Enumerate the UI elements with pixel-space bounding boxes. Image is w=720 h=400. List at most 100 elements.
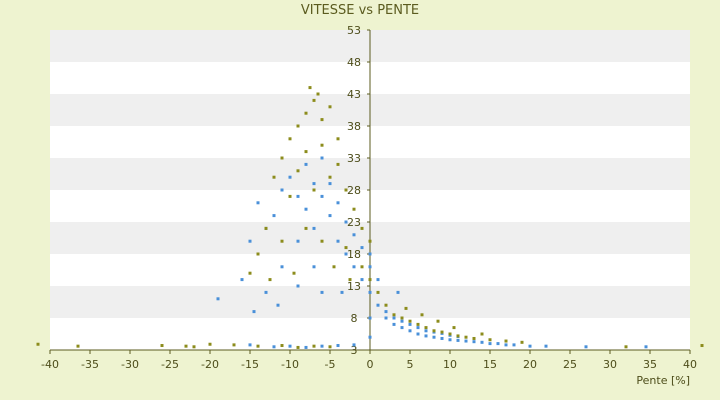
x-tick-label: 35: [643, 358, 657, 371]
data-points: [36, 86, 704, 349]
data-point: [336, 201, 340, 205]
data-point: [480, 340, 484, 344]
data-point: [352, 343, 356, 347]
data-point: [328, 182, 332, 186]
x-tick-label: -20: [201, 358, 219, 371]
y-tick-label: 23: [347, 216, 361, 229]
y-tick-label: 43: [347, 88, 361, 101]
data-point: [464, 339, 468, 343]
data-point: [320, 156, 324, 160]
data-point: [288, 344, 292, 348]
data-point: [296, 169, 300, 173]
data-point: [448, 332, 452, 336]
data-point: [308, 86, 312, 90]
data-point: [488, 342, 492, 346]
data-point: [340, 290, 344, 294]
data-point: [368, 265, 372, 269]
data-point: [36, 342, 40, 346]
data-point: [248, 271, 252, 275]
data-point: [312, 226, 316, 230]
data-point: [304, 345, 308, 349]
data-point: [288, 137, 292, 141]
data-point: [336, 162, 340, 166]
data-point: [264, 290, 268, 294]
data-point: [504, 343, 508, 347]
data-point: [184, 344, 188, 348]
y-tick-label: 53: [347, 24, 361, 37]
data-point: [496, 342, 500, 346]
data-point: [376, 303, 380, 307]
data-point: [320, 239, 324, 243]
data-point: [296, 239, 300, 243]
y-tick-label: 3: [351, 344, 358, 357]
data-point: [252, 310, 256, 314]
data-point: [368, 290, 372, 294]
data-point: [512, 343, 516, 347]
data-point: [624, 345, 628, 349]
data-point: [76, 344, 80, 348]
data-point: [312, 265, 316, 269]
data-point: [328, 214, 332, 218]
y-tick-label: 8: [351, 312, 358, 325]
data-point: [280, 344, 284, 348]
data-point: [392, 313, 396, 317]
data-point: [192, 345, 196, 349]
data-point: [328, 105, 332, 109]
x-tick-label: 25: [563, 358, 577, 371]
data-point: [256, 201, 260, 205]
data-point: [368, 278, 372, 282]
data-point: [368, 316, 372, 320]
data-point: [312, 182, 316, 186]
data-point: [360, 278, 364, 282]
data-point: [408, 329, 412, 333]
data-point: [344, 220, 348, 224]
data-point: [376, 290, 380, 294]
x-tick-label: 10: [443, 358, 457, 371]
data-point: [396, 290, 400, 294]
data-point: [456, 338, 460, 342]
x-tick-label: -5: [325, 358, 336, 371]
data-point: [216, 297, 220, 301]
chart-title: VITESSE vs PENTE: [301, 3, 419, 18]
data-point: [344, 188, 348, 192]
data-point: [544, 344, 548, 348]
data-point: [448, 338, 452, 342]
data-point: [312, 188, 316, 192]
data-point: [280, 265, 284, 269]
x-tick-label: -10: [281, 358, 299, 371]
data-point: [368, 239, 372, 243]
data-point: [248, 239, 252, 243]
data-point: [320, 194, 324, 198]
data-point: [248, 343, 252, 347]
x-tick-label: -30: [121, 358, 139, 371]
data-point: [332, 265, 336, 269]
x-tick-labels: -40 -35 -30 -25 -20 -15 -10 -5 0 5 10 15 20 25 30 35 40: [41, 350, 697, 371]
data-point: [392, 316, 396, 320]
data-point: [488, 338, 492, 342]
data-point: [416, 322, 420, 326]
data-point: [256, 252, 260, 256]
data-point: [528, 344, 532, 348]
data-point: [440, 330, 444, 334]
data-point: [288, 194, 292, 198]
data-point: [376, 278, 380, 282]
data-point: [304, 150, 308, 154]
data-point: [208, 342, 212, 346]
data-point: [344, 246, 348, 250]
data-point: [472, 340, 476, 344]
y-tick-label: 38: [347, 120, 361, 133]
data-point: [424, 329, 428, 333]
x-tick-label: -15: [241, 358, 259, 371]
data-point: [160, 344, 164, 348]
data-point: [296, 345, 300, 349]
data-point: [256, 344, 260, 348]
data-point: [408, 322, 412, 326]
data-point: [440, 336, 444, 340]
data-point: [432, 335, 436, 339]
data-point: [304, 226, 308, 230]
data-point: [292, 271, 296, 275]
data-point: [584, 345, 588, 349]
data-point: [336, 239, 340, 243]
